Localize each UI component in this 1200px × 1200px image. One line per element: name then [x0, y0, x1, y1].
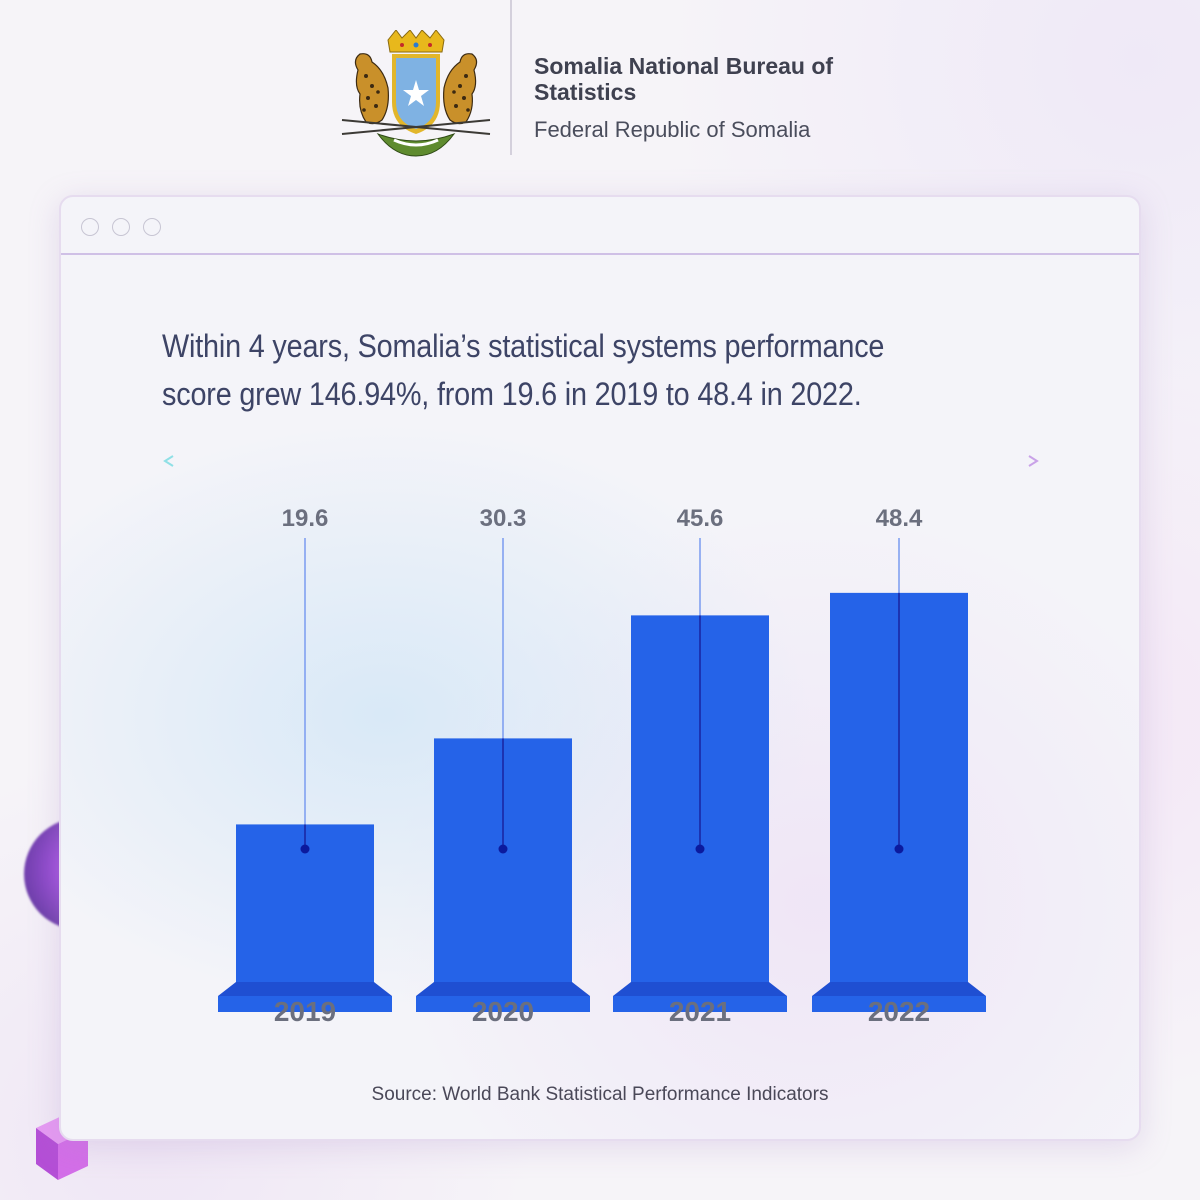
category-label: 2020: [472, 996, 534, 1027]
header-divider: [510, 0, 512, 155]
source-note: Source: World Bank Statistical Performan…: [371, 1084, 829, 1105]
data-marker: [498, 844, 508, 854]
window-titlebar: [61, 197, 1139, 255]
bar-base: [613, 982, 787, 996]
window-dot-icon: [81, 218, 99, 236]
span-arrow: [163, 455, 1039, 467]
value-label: 48.4: [876, 505, 923, 532]
value-label: 19.6: [282, 505, 329, 532]
browser-window-card: Within 4 years, Somalia’s statistical sy…: [59, 195, 1141, 1141]
header: Somalia National Bureau of Statistics Fe…: [0, 0, 1200, 170]
bar-base-front: [218, 996, 392, 1012]
bar-chart: 19.6 2019 30.3 2020 45.6 2021 48.4 2022: [163, 455, 1039, 1027]
bar-base-front: [812, 996, 986, 1012]
window-dot-icon: [143, 218, 161, 236]
organization-name: Somalia National Bureau of Statistics: [534, 53, 834, 105]
data-marker: [894, 844, 904, 854]
value-label: 30.3: [480, 505, 527, 532]
bar-base-front: [613, 996, 787, 1012]
window-dot-icon: [112, 218, 130, 236]
data-marker: [695, 844, 705, 854]
value-label: 45.6: [677, 505, 724, 532]
category-label: 2021: [669, 996, 731, 1027]
category-label: 2022: [868, 996, 930, 1027]
bar-base: [416, 982, 590, 996]
coat-of-arms-emblem: [341, 30, 491, 157]
bar-base-front: [416, 996, 590, 1012]
category-label: 2019: [274, 996, 336, 1027]
headline: Within 4 years, Somalia’s statistical sy…: [162, 328, 885, 412]
organization-subtitle: Federal Republic of Somalia: [534, 117, 811, 142]
bar-base: [812, 982, 986, 996]
data-marker: [300, 844, 310, 854]
bar-base: [218, 982, 392, 996]
